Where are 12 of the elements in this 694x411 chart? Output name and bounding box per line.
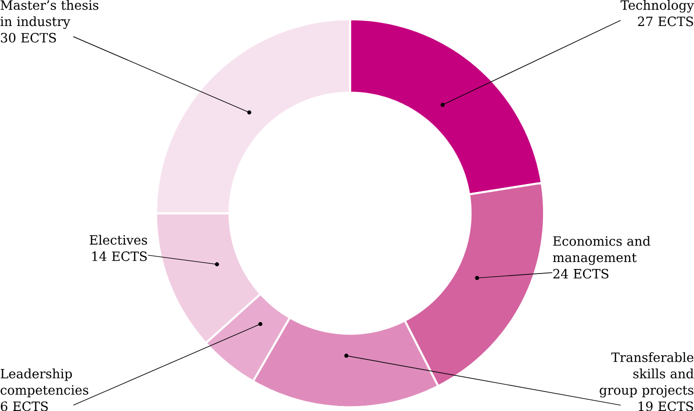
data-label: 6 ECTS [0, 401, 48, 411]
slice-label: Transferable skills and group projects [600, 352, 694, 398]
slice-label: Master’s thesis in industry [0, 0, 98, 29]
slice-label: Electives [90, 234, 148, 245]
data-label: 14 ECTS [92, 251, 147, 262]
slice-label: Leadership competencies [0, 368, 88, 398]
data-label: 24 ECTS [553, 268, 608, 278]
data-label: 19 ECTS [638, 401, 694, 411]
slice-label: Technology [620, 0, 694, 12]
data-label: 27 ECTS [638, 16, 694, 26]
slice-label: Economics and management [552, 236, 650, 265]
data-label: 30 ECTS [0, 32, 56, 42]
